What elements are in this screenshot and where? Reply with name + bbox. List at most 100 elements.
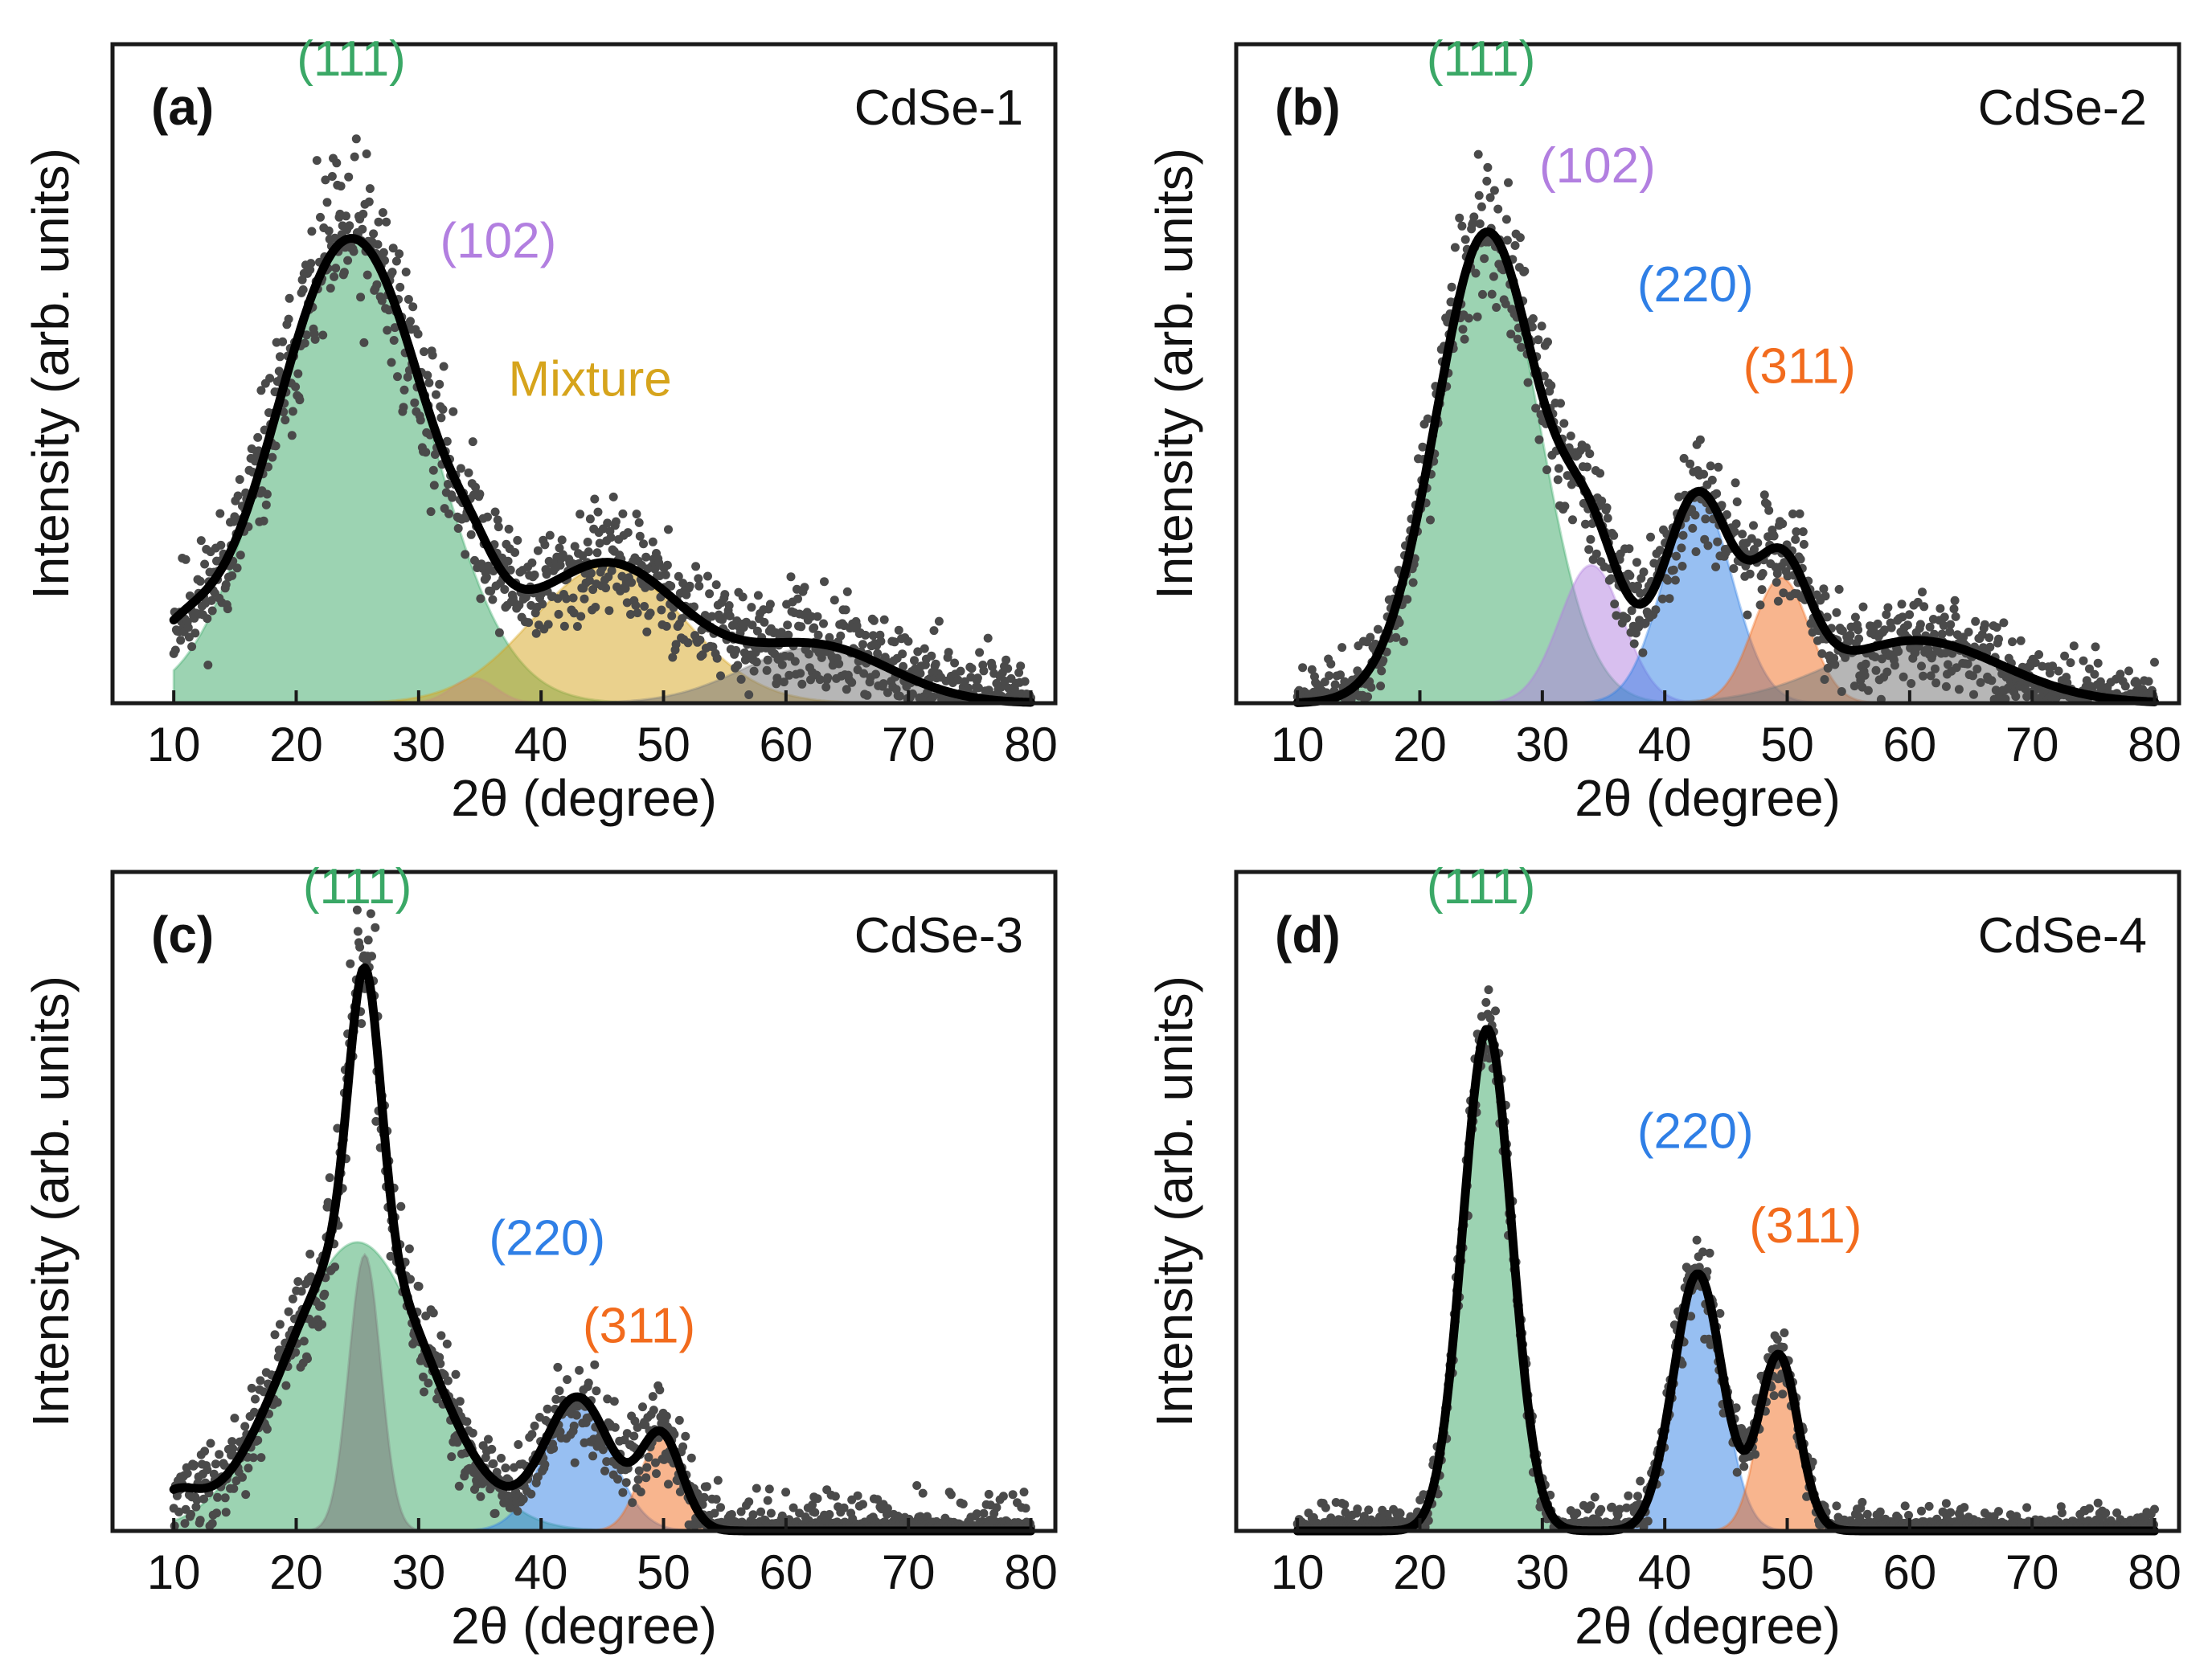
- x-tick-label: 50: [1760, 718, 1814, 771]
- data-point: [713, 1475, 723, 1485]
- data-point: [387, 268, 397, 277]
- data-point: [170, 645, 180, 655]
- data-point: [393, 372, 402, 382]
- data-point: [424, 378, 434, 387]
- sample-name: CdSe-3: [854, 908, 1023, 964]
- data-point: [369, 229, 379, 239]
- data-point: [738, 592, 748, 602]
- data-point: [190, 628, 200, 638]
- peak-label: (111): [1427, 31, 1536, 87]
- data-point: [416, 415, 425, 425]
- data-point: [944, 648, 953, 657]
- y-axis-label: Intensity (arb. units): [1145, 976, 1203, 1427]
- data-point: [1583, 462, 1592, 472]
- data-point: [662, 1411, 671, 1421]
- data-point: [261, 500, 271, 510]
- data-point: [725, 612, 735, 620]
- data-point: [403, 372, 412, 382]
- data-point: [562, 594, 571, 604]
- data-point: [1751, 1450, 1760, 1459]
- data-point: [1976, 677, 1985, 687]
- x-axis-label: 2θ (degree): [451, 1597, 717, 1655]
- x-tick-label: 60: [759, 718, 813, 771]
- data-point: [358, 224, 367, 234]
- data-point: [303, 1354, 312, 1364]
- data-point: [813, 1494, 822, 1504]
- data-point: [436, 413, 446, 423]
- data-point: [613, 1475, 622, 1484]
- data-point: [819, 619, 828, 628]
- data-point: [610, 1422, 620, 1432]
- data-point: [1903, 620, 1912, 630]
- data-point: [295, 395, 305, 405]
- data-point: [530, 1421, 539, 1430]
- data-point: [442, 436, 452, 446]
- data-point: [763, 655, 772, 665]
- data-point: [195, 1516, 205, 1525]
- data-point: [200, 1447, 210, 1456]
- data-point: [1699, 469, 1709, 479]
- data-point: [662, 621, 671, 631]
- data-point: [420, 347, 428, 357]
- data-point: [1941, 1499, 1951, 1508]
- data-point: [1954, 685, 1964, 694]
- data-point: [783, 620, 793, 630]
- data-point: [403, 295, 413, 304]
- data-point: [1743, 610, 1752, 620]
- data-point: [1964, 628, 1973, 636]
- data-point: [841, 605, 850, 615]
- data-point: [847, 677, 857, 687]
- data-point: [1489, 186, 1499, 195]
- data-point: [272, 1398, 282, 1407]
- data-point: [1854, 625, 1863, 635]
- data-point: [2022, 1503, 2032, 1512]
- panel-letter: (c): [151, 906, 214, 964]
- data-point: [2069, 641, 2079, 651]
- data-point: [1340, 1500, 1350, 1509]
- data-point: [694, 574, 703, 583]
- data-point: [207, 595, 216, 605]
- data-point: [871, 669, 880, 679]
- data-point: [1706, 461, 1715, 471]
- data-point: [468, 437, 477, 447]
- data-point: [371, 923, 380, 932]
- data-point: [285, 293, 294, 303]
- data-point: [493, 515, 502, 525]
- data-point: [1863, 686, 1873, 695]
- data-point: [203, 614, 212, 624]
- data-point: [1769, 531, 1779, 541]
- data-point: [606, 533, 616, 542]
- data-point: [1487, 289, 1497, 299]
- data-point: [815, 675, 825, 685]
- data-point: [1749, 521, 1758, 530]
- data-point: [443, 1376, 453, 1385]
- data-point: [2054, 666, 2063, 676]
- data-point: [1457, 221, 1467, 231]
- data-point: [176, 636, 186, 645]
- data-point: [1610, 600, 1620, 609]
- data-point: [1353, 666, 1362, 676]
- data-point: [1731, 478, 1740, 488]
- data-point: [2091, 642, 2100, 652]
- data-point: [992, 1503, 1002, 1512]
- data-point: [1732, 1467, 1742, 1477]
- data-point: [1894, 647, 1903, 657]
- data-point: [327, 172, 337, 181]
- data-point: [1875, 1507, 1885, 1516]
- data-point: [2150, 657, 2159, 667]
- data-point: [367, 952, 376, 961]
- data-point: [221, 580, 231, 589]
- x-tick-label: 80: [2128, 718, 2181, 771]
- data-point: [1994, 634, 2003, 644]
- data-point: [1002, 655, 1011, 665]
- data-point: [1678, 530, 1688, 540]
- data-point: [1931, 664, 1940, 673]
- data-point: [483, 512, 492, 522]
- data-point: [1670, 575, 1680, 585]
- data-point: [873, 649, 883, 658]
- data-point: [934, 616, 944, 626]
- data-point: [973, 673, 982, 683]
- data-point: [454, 1481, 464, 1491]
- data-point: [748, 620, 757, 630]
